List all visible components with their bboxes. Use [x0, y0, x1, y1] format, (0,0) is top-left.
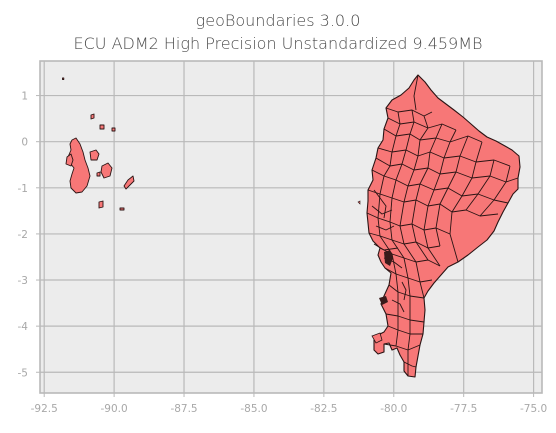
- genovesa-island: [111, 127, 116, 132]
- fernandina-island: [65, 153, 74, 167]
- x-tick-label: -75.0: [520, 403, 547, 415]
- san-cristobal-island: [123, 175, 135, 190]
- pinzon-island: [96, 171, 101, 177]
- santiago-island: [89, 149, 100, 161]
- x-tick-label: -80.0: [380, 403, 407, 415]
- espanola-island: [119, 207, 125, 211]
- darwin-island: [62, 77, 65, 80]
- y-tick-label: 0: [21, 137, 28, 149]
- y-tick-label: -4: [18, 321, 29, 333]
- santa-cruz-island: [100, 162, 113, 179]
- x-tick-label: -77.5: [450, 403, 477, 415]
- x-tick-label: -87.5: [170, 403, 197, 415]
- pinta-island: [90, 113, 95, 120]
- marchena-island: [99, 124, 105, 130]
- dense-district-cluster: [379, 296, 388, 305]
- district-borders: [366, 74, 519, 376]
- y-tick-label: -5: [18, 367, 28, 379]
- x-tick-label: -90.0: [101, 403, 128, 415]
- y-axis: 1 0 -1 -2 -3 -4 -5: [18, 91, 40, 379]
- plot-frame: [39, 60, 543, 394]
- x-tick-label: -82.5: [310, 403, 337, 415]
- x-tick-label: -92.5: [31, 403, 58, 415]
- y-tick-label: 1: [21, 91, 28, 103]
- floreana-island: [98, 200, 104, 209]
- x-axis: -92.5 -90.0 -87.5 -85.0 -82.5 -80.0 -77.5 -75.0: [31, 393, 547, 415]
- puna-island: [371, 332, 383, 344]
- y-tick-label: -3: [18, 275, 28, 287]
- x-tick-label: -85.0: [240, 403, 267, 415]
- map-subtitle: ECU ADM2 High Precision Unstandardized 9…: [73, 34, 483, 53]
- y-tick-label: -2: [18, 229, 28, 241]
- map-title: geoBoundaries 3.0.0: [195, 11, 361, 30]
- ecuador-mainland: [357, 74, 521, 378]
- galapagos-islands: [62, 77, 135, 211]
- y-tick-label: -1: [18, 183, 28, 195]
- coast-islet: [357, 200, 361, 205]
- dense-district-cluster: [384, 250, 393, 266]
